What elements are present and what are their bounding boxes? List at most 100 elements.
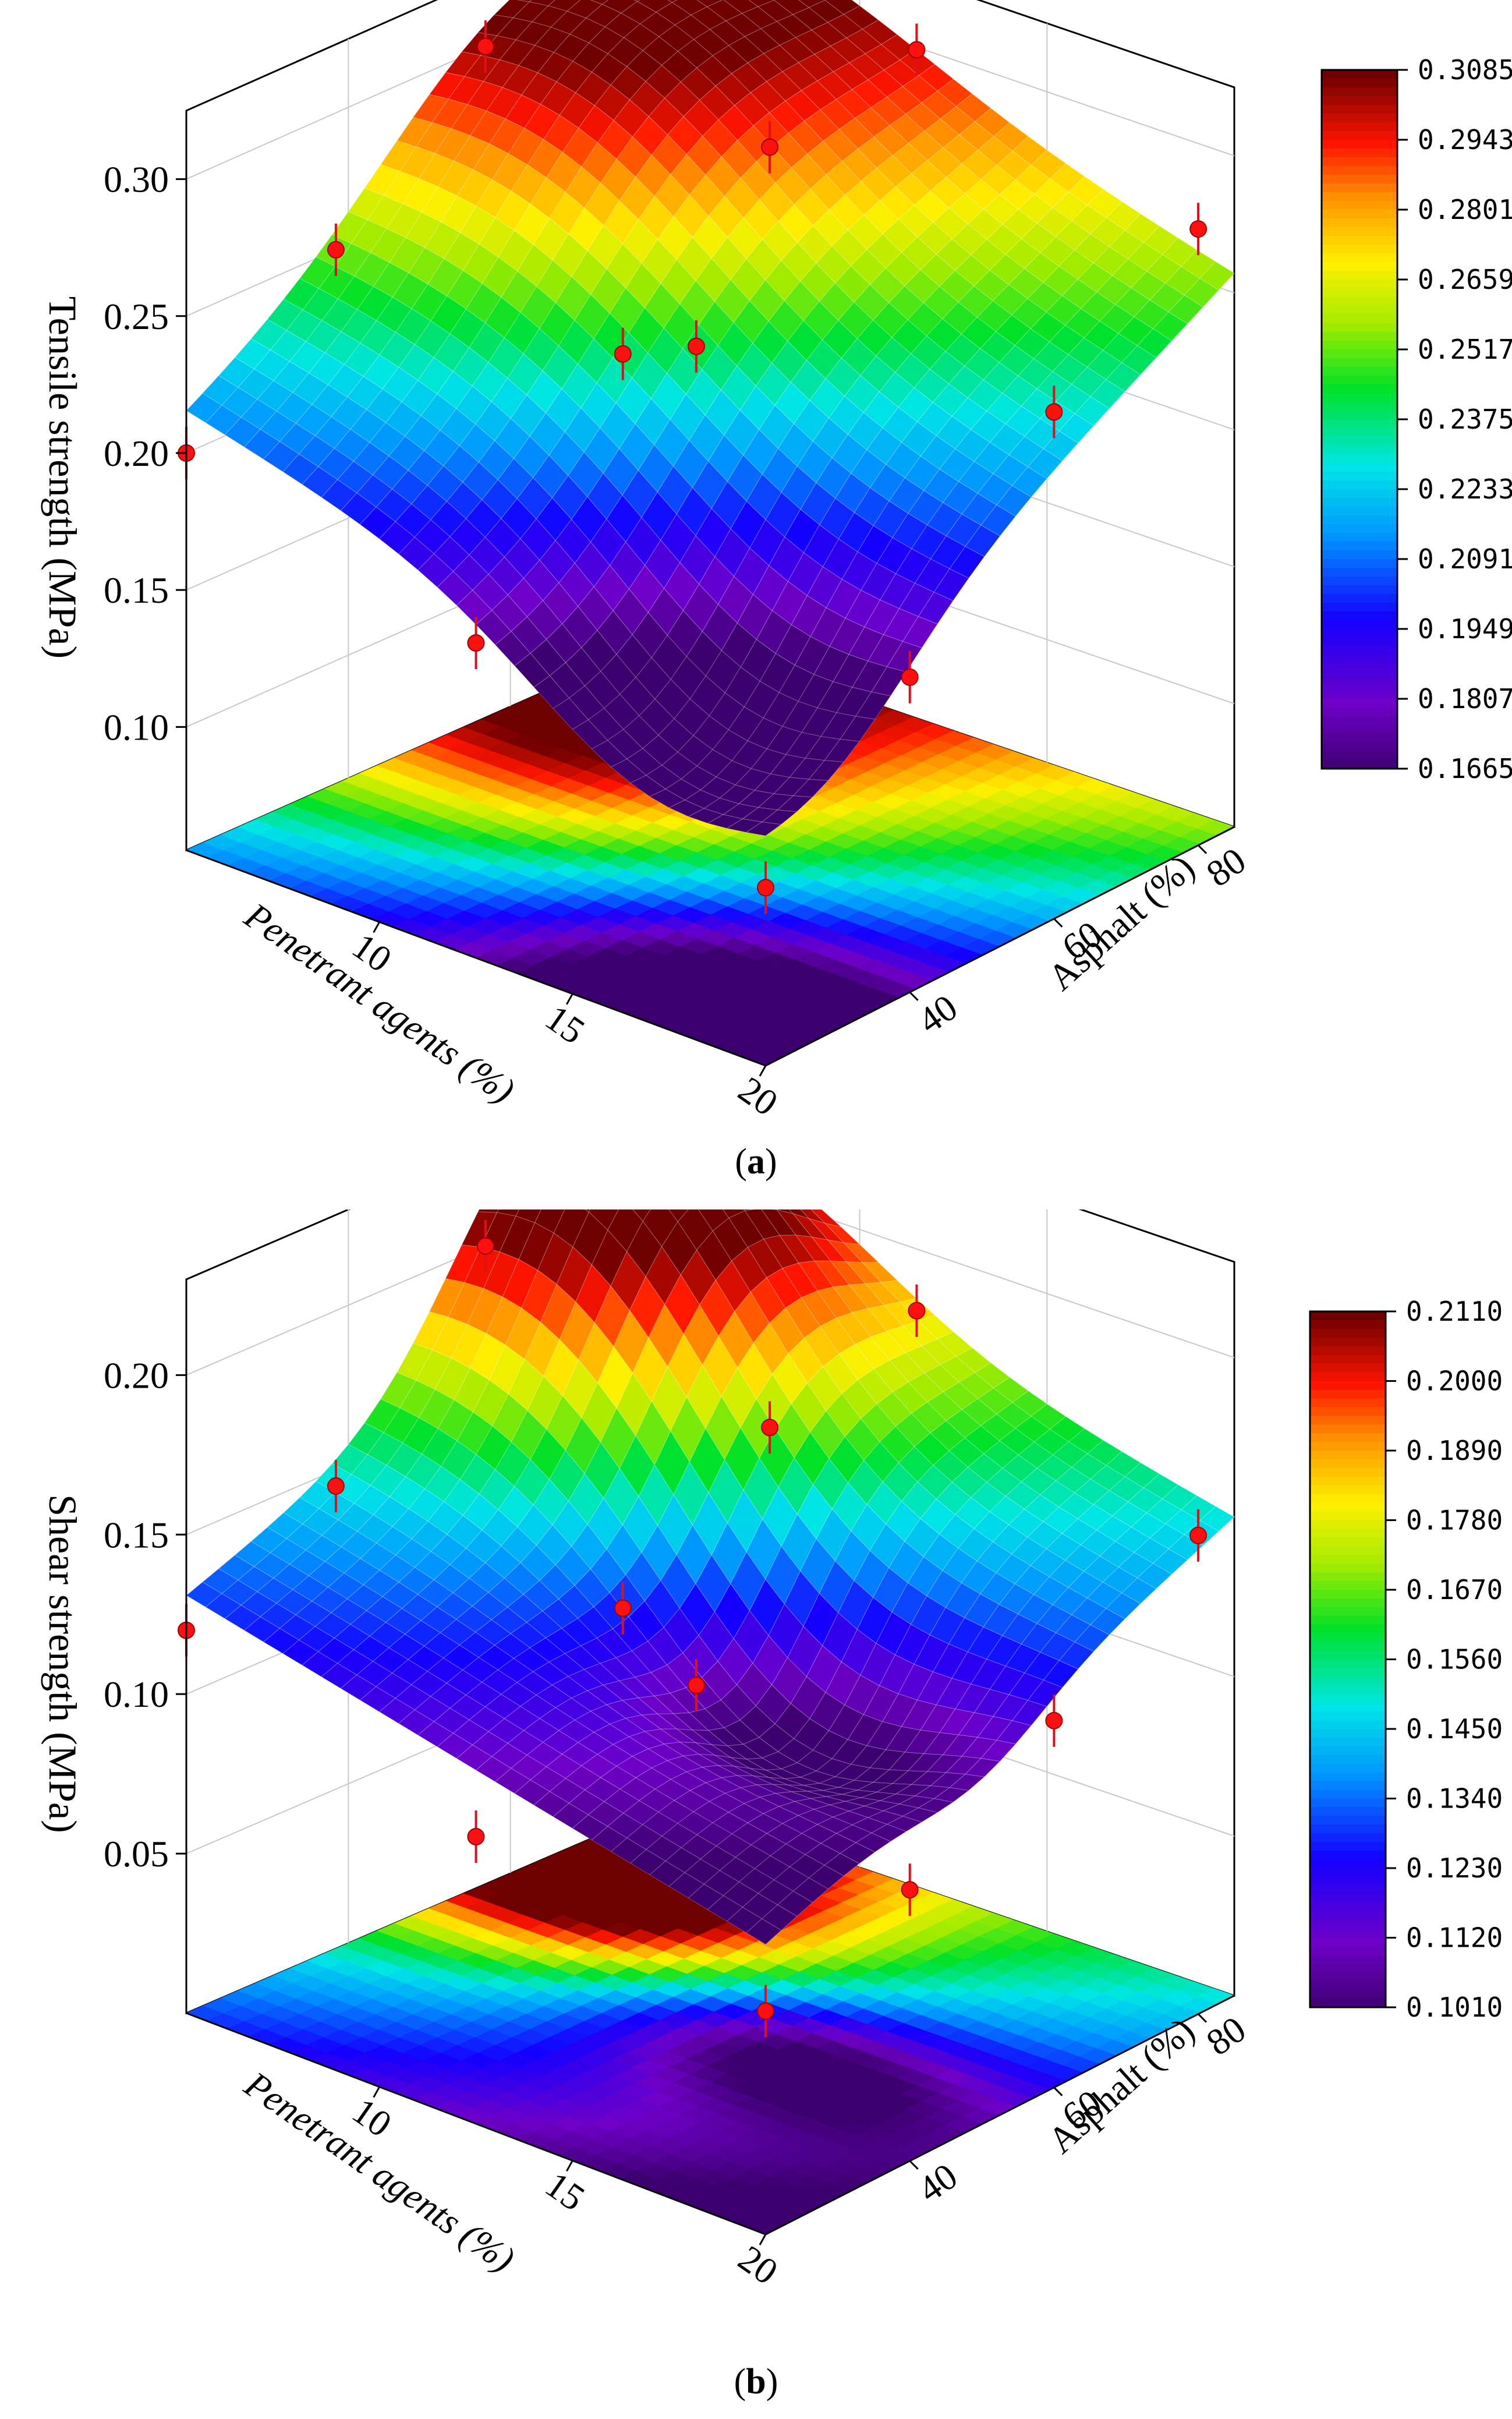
colorbar-label: 0.2943 [1418,124,1512,155]
colorbar-band [1310,1929,1386,1939]
data-point [1189,220,1208,238]
colorbar-band [1322,79,1397,88]
colorbar-band [1310,1607,1386,1617]
colorbar-label: 0.1560 [1406,1644,1503,1675]
colorbar-band [1310,1842,1386,1852]
colorbar-band [1310,1677,1386,1686]
colorbar-band [1310,1598,1386,1608]
z-tick-label: 0.25 [104,296,169,337]
colorbar-label: 0.2375 [1418,404,1512,435]
data-point [757,879,774,897]
colorbar-band [1322,419,1397,429]
colorbar-band [1322,157,1397,167]
colorbar-band [1310,1537,1386,1547]
colorbar-band [1310,1433,1386,1443]
colorbar-label: 0.1230 [1406,1852,1503,1884]
surface-cell [529,0,556,6]
x-tick [373,921,380,933]
colorbar-band [1310,1416,1386,1426]
colorbar-band [1310,1407,1386,1417]
colorbar-band [1322,454,1397,464]
colorbar-band [1310,1564,1386,1573]
colorbar-band [1310,1763,1386,1773]
x-tick [373,2086,380,2098]
colorbar-band [1322,376,1397,385]
colorbar-label: 0.2000 [1406,1366,1503,1397]
colorbar-label: 0.2517 [1418,334,1512,365]
colorbar-band [1322,716,1397,726]
colorbar-band [1322,629,1397,638]
surface-cell [515,1210,541,1223]
colorbar-band [1310,1485,1386,1495]
colorbar-label: 0.1010 [1406,1992,1503,2023]
colorbar-band [1322,568,1397,577]
y-tick [1053,2086,1063,2096]
colorbar-band [1310,1703,1386,1713]
surface-cell [808,760,845,781]
colorbar-band [1322,594,1397,603]
colorbar-band [1310,1902,1386,1912]
colorbar-label: 0.3085 [1418,54,1512,86]
colorbar-band [1310,1650,1386,1660]
colorbar-band [1322,245,1397,254]
colorbar-band [1310,1781,1386,1791]
colorbar-band [1310,1372,1386,1382]
surface-cell [964,1757,1001,1777]
data-point [467,634,485,652]
colorbar-band [1310,1833,1386,1843]
colorbar-band [1310,1824,1386,1834]
x-axis-line [186,2012,766,2236]
colorbar-band [1322,515,1397,525]
data-point [467,1827,485,1845]
colorbar-band [1310,1990,1386,2000]
colorbar-label: 0.1665 [1418,753,1512,784]
colorbar-label: 0.1780 [1406,1505,1503,1536]
colorbar-band [1322,227,1397,236]
colorbar-band [1310,1494,1386,1504]
data-point [1189,1526,1208,1544]
colorbar-band [1310,1590,1386,1599]
surface-cell [745,821,782,836]
surface-cell [745,1918,782,1945]
surface-cell [886,641,923,673]
y-tick [909,2160,919,2170]
colorbar-band [1310,1459,1386,1469]
colorbar-label: 0.1120 [1406,1922,1503,1954]
colorbar-band [1322,218,1397,228]
x-tick [759,1065,767,1077]
colorbar-band [1310,1451,1386,1460]
colorbar-band [1322,751,1397,761]
colorbar-band [1310,1337,1386,1347]
colorbar-band [1310,1946,1386,1956]
colorbar-band [1310,1955,1386,1965]
data-point [908,1302,926,1320]
data-point [687,1677,705,1695]
data-point [1045,1711,1063,1730]
colorbar-band [1310,1363,1386,1373]
colorbar-band [1310,1659,1386,1669]
colorbar-band [1322,87,1397,97]
colorbar-band [1322,393,1397,402]
colorbar-band [1322,323,1397,333]
surface-cell [918,1798,954,1813]
colorbar-band [1310,1346,1386,1356]
data-point [908,41,926,59]
colorbar-band [1310,1520,1386,1530]
colorbar-band [1322,428,1397,437]
colorbar-band [1310,1720,1386,1730]
y-tick-label: 80 [1199,2008,1253,2063]
colorbar-band [1322,498,1397,507]
colorbar-band [1322,445,1397,455]
colorbar-band [1310,1442,1386,1451]
surface-cell [585,1210,591,1213]
z-tick-label: 0.10 [104,1674,169,1715]
y-tick-label: 40 [911,986,965,1042]
z-tick-label: 0.15 [104,570,169,611]
colorbar-band [1310,1529,1386,1539]
colorbar-label: 0.1670 [1406,1574,1503,1605]
chart-panel-b: 0.05 0.10 0.15 0.20 Shear strength (MPa) 10 15… [0,1210,1512,2419]
z-axis-title: Shear strength (MPa) [41,1494,85,1833]
surface-cell [534,1210,565,1234]
colorbar-band [1310,1633,1386,1643]
data-point [476,1237,494,1255]
